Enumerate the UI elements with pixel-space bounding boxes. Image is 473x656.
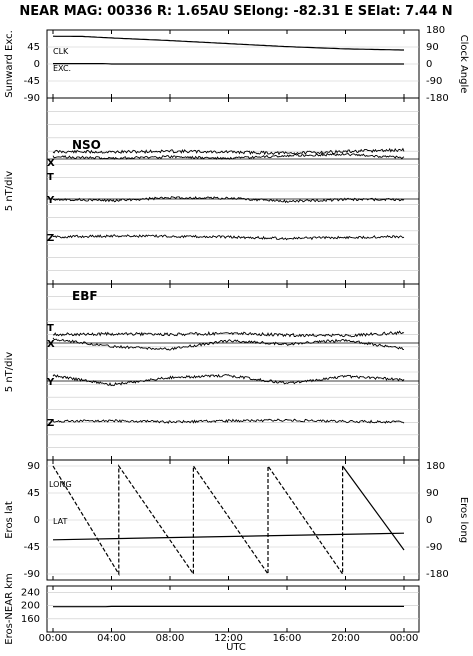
ebf-z-trace: [52, 418, 405, 425]
sunward-left-tick-label: 45: [27, 42, 40, 53]
x-tick-label: 12:00: [214, 633, 243, 644]
eros-left-tick-label: 45: [27, 488, 40, 499]
sunward-ylabel: Sunward Exc.: [4, 30, 15, 98]
long-series-label: LONG: [49, 480, 72, 489]
exc-series-label: EXC.: [53, 64, 71, 73]
nso-panel-label: NSO: [72, 138, 101, 152]
distance-panel-frame: [46, 585, 420, 633]
eros-lat-ylabel: Eros lat: [4, 501, 15, 539]
nso-y-trace: [52, 196, 405, 204]
sunward-right-tick-label: 0: [426, 59, 432, 70]
eros-left-tick-label: -90: [24, 569, 40, 580]
grid-layer: [47, 30, 419, 632]
nso-x-trace: [52, 152, 405, 160]
sunward-right-tick-label: 180: [426, 25, 445, 36]
nso-trace-label: X: [47, 158, 55, 169]
sunward-right-tick-label: -180: [426, 93, 449, 104]
eros-left-tick-label: 0: [34, 515, 40, 526]
eros-left-tick-label: 90: [27, 461, 40, 472]
x-tick-label: 08:00: [156, 633, 185, 644]
eros-longitude-line: [342, 465, 405, 551]
eros-long-ylabel: Eros long: [458, 497, 469, 543]
nso-trace-label: Z: [47, 233, 54, 244]
series-layer: [52, 35, 405, 608]
eros-right-tick-label: -180: [426, 569, 449, 580]
eros-right-tick-label: -90: [426, 542, 442, 553]
distance-tick-label: 200: [21, 601, 40, 612]
x-tick-label: 20:00: [331, 633, 360, 644]
sunward-left-tick-label: -90: [24, 93, 40, 104]
eros-right-tick-label: 180: [426, 461, 445, 472]
sunward-right-tick-label: -90: [426, 76, 442, 87]
sunward-left-tick-label: -45: [24, 76, 40, 87]
x-tick-label: 16:00: [273, 633, 302, 644]
figure-title: NEAR MAG: 00336 R: 1.65AU SElong: -82.31…: [19, 4, 452, 19]
eros-right-tick-label: 90: [426, 488, 439, 499]
lat-series-label: LAT: [53, 517, 67, 526]
ebf-y-trace: [52, 373, 405, 387]
label-layer: 45 0 -45 -90 180 90 0 -90 -180 CLK EXC. Sunward Exc…: [4, 25, 469, 645]
ebf-trace-label: Y: [46, 377, 55, 388]
eros-right-tick-label: 0: [426, 515, 432, 526]
ebf-trace-label: X: [47, 339, 55, 350]
ebf-x-trace: [52, 337, 404, 351]
nso-ylabel: 5 nT/div: [4, 171, 15, 211]
nso-trace-label: Y: [46, 195, 55, 206]
nso-z-trace: [52, 234, 405, 241]
ebf-trace-label: Z: [47, 418, 54, 429]
distance-tick-label: 240: [21, 588, 40, 599]
distance-tick-label: 160: [21, 614, 40, 625]
nso-t-trace: [52, 147, 405, 156]
clk-series-label: CLK: [53, 47, 69, 56]
sunward-right-tick-label: 90: [426, 42, 439, 53]
clock-angle-line: [52, 35, 404, 51]
ebf-ylabel: 5 nT/div: [4, 352, 15, 392]
clock-angle-ylabel: Clock Angle: [458, 35, 469, 94]
eros-latitude-line: [52, 532, 405, 541]
ebf-panel-label: EBF: [72, 289, 98, 303]
x-axis-label: UTC: [226, 642, 246, 653]
eros-left-tick-label: -45: [24, 542, 40, 553]
x-tick-label: 04:00: [97, 633, 126, 644]
ebf-trace-label: T: [47, 323, 54, 334]
x-tick-label: 00:00: [390, 633, 419, 644]
x-tick-label: 00:00: [39, 633, 68, 644]
nso-trace-label: T: [47, 172, 54, 183]
ebf-t-trace: [52, 330, 405, 338]
sunward-left-tick-label: 0: [34, 59, 40, 70]
distance-ylabel: Eros-NEAR km: [4, 573, 15, 644]
